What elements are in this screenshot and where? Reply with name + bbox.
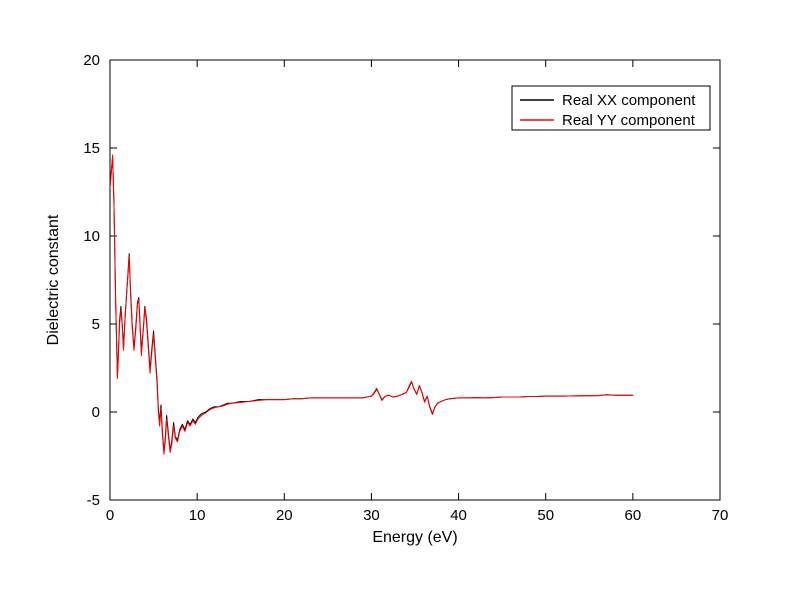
- legend-label-1: Real YY component: [562, 112, 696, 129]
- x-tick-label: 10: [189, 507, 206, 524]
- y-tick-label: -5: [87, 492, 100, 509]
- x-tick-label: 60: [625, 507, 642, 524]
- x-tick-label: 30: [363, 507, 380, 524]
- x-tick-label: 70: [712, 507, 729, 524]
- x-axis-label: Energy (eV): [372, 529, 457, 546]
- x-tick-label: 0: [106, 507, 114, 524]
- legend-label-0: Real XX component: [562, 92, 696, 109]
- y-tick-label: 10: [83, 228, 100, 245]
- x-tick-label: 50: [537, 507, 554, 524]
- y-tick-label: 15: [83, 140, 100, 157]
- x-tick-label: 20: [276, 507, 293, 524]
- y-tick-label: 20: [83, 52, 100, 69]
- dielectric-chart: 0 10 20 30 40 50 60 70 -5 0 5 10 15 20 Energy (eV) Diel…: [0, 0, 792, 612]
- x-tick-label: 40: [450, 507, 467, 524]
- y-axis-label: Dielectric constant: [45, 214, 62, 345]
- y-tick-label: 5: [92, 316, 100, 333]
- y-tick-label: 0: [92, 404, 100, 421]
